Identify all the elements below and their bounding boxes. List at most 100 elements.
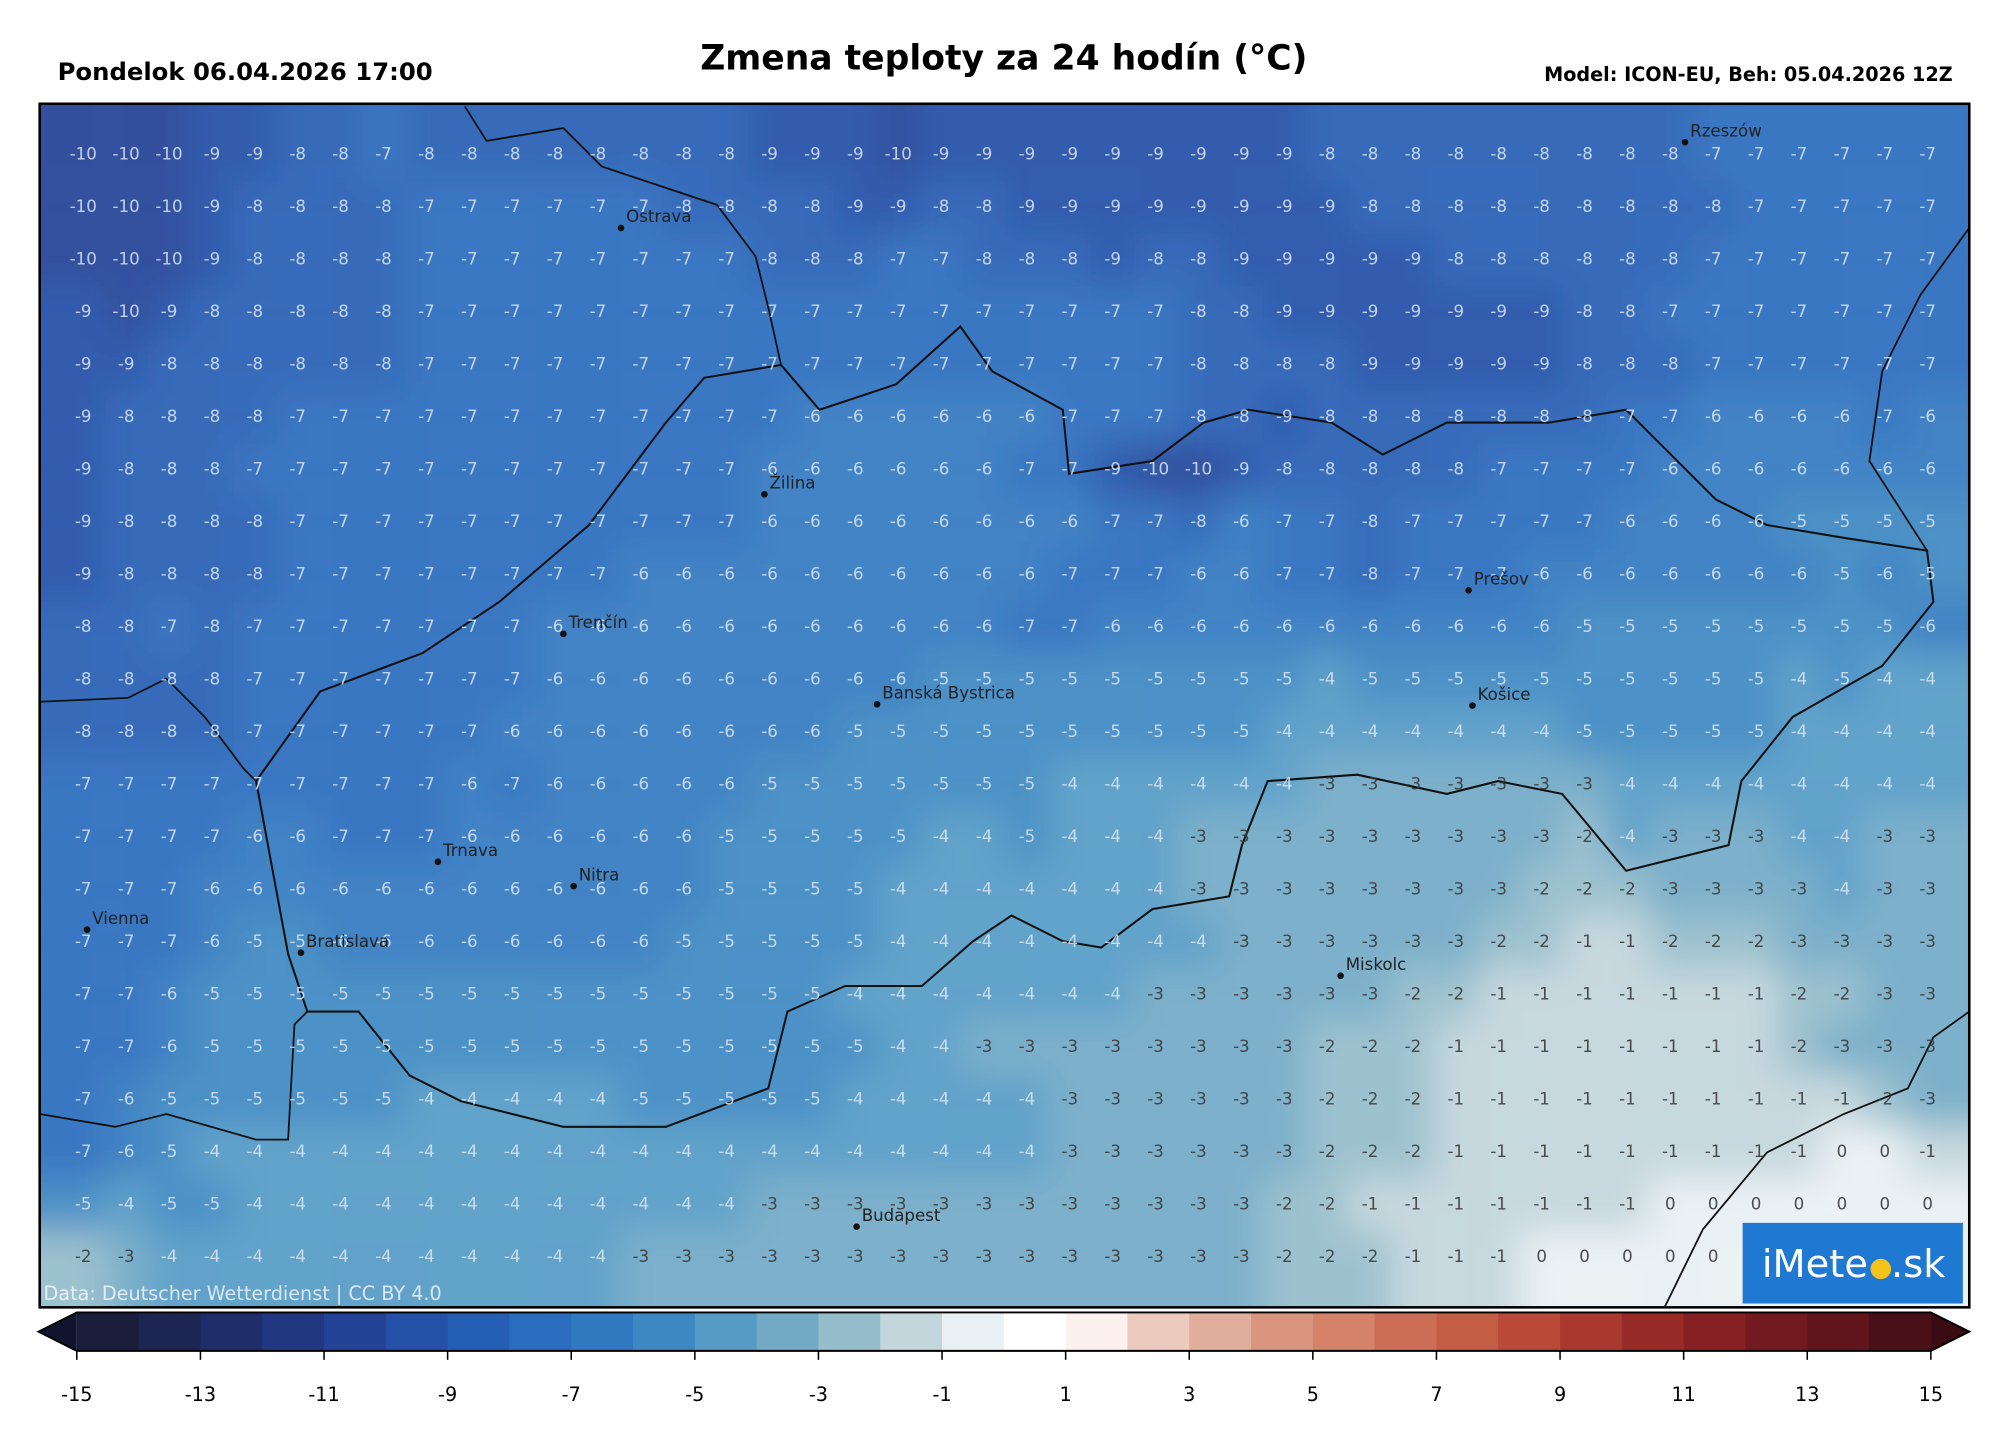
grid-value: -8 bbox=[675, 144, 692, 163]
grid-value: -4 bbox=[1061, 879, 1078, 898]
grid-value: -6 bbox=[718, 722, 735, 741]
field-cell bbox=[1734, 338, 1778, 392]
grid-value: -4 bbox=[1061, 932, 1078, 951]
grid-value: -4 bbox=[375, 1194, 392, 1213]
grid-value: -7 bbox=[332, 512, 349, 531]
grid-value: -7 bbox=[375, 669, 392, 688]
grid-value: -6 bbox=[204, 879, 221, 898]
grid-value: -4 bbox=[890, 1142, 907, 1161]
field-cell bbox=[1605, 391, 1649, 444]
grid-value: -3 bbox=[1276, 1037, 1293, 1056]
grid-value: -7 bbox=[675, 512, 692, 531]
field-cell bbox=[576, 181, 620, 234]
grid-value: -6 bbox=[161, 984, 178, 1003]
grid-value: -5 bbox=[289, 1089, 306, 1108]
grid-value: -3 bbox=[1276, 827, 1293, 846]
field-cell bbox=[1520, 391, 1564, 444]
colorbar-tick-label: -15 bbox=[61, 1383, 92, 1406]
field-cell bbox=[962, 103, 1006, 182]
grid-value: -7 bbox=[1791, 144, 1808, 163]
city-label: Budapest bbox=[862, 1206, 941, 1225]
grid-value: -7 bbox=[289, 774, 306, 793]
field-cell bbox=[962, 443, 1006, 497]
field-cell bbox=[1648, 233, 1692, 287]
colorbar-segment bbox=[262, 1312, 325, 1351]
grid-value: -6 bbox=[1748, 512, 1765, 531]
grid-value: -7 bbox=[1662, 302, 1679, 321]
grid-value: -2 bbox=[1705, 932, 1722, 951]
grid-value: -8 bbox=[1362, 407, 1379, 426]
grid-value: -7 bbox=[590, 354, 607, 373]
grid-value: -7 bbox=[161, 827, 178, 846]
grid-value: -3 bbox=[1319, 984, 1336, 1003]
grid-value: -7 bbox=[1748, 144, 1765, 163]
grid-value: -6 bbox=[1061, 512, 1078, 531]
grid-value: -3 bbox=[1019, 1194, 1036, 1213]
grid-value: -3 bbox=[675, 1247, 692, 1266]
grid-value: -1 bbox=[1533, 984, 1550, 1003]
city-label: Vienna bbox=[92, 909, 149, 928]
grid-value: -7 bbox=[547, 459, 564, 478]
grid-value: -7 bbox=[289, 459, 306, 478]
grid-value: -3 bbox=[1876, 827, 1893, 846]
grid-value: 0 bbox=[1536, 1247, 1547, 1266]
field-cell bbox=[319, 496, 363, 549]
field-cell bbox=[404, 233, 448, 287]
field-cell bbox=[276, 548, 320, 602]
grid-value: -3 bbox=[1319, 827, 1336, 846]
field-cell bbox=[833, 443, 877, 497]
field-cell bbox=[1863, 391, 1907, 444]
field-cell bbox=[705, 233, 749, 287]
grid-value: -7 bbox=[1061, 354, 1078, 373]
grid-value: -8 bbox=[1319, 459, 1336, 478]
grid-value: -4 bbox=[1276, 722, 1293, 741]
grid-value: -6 bbox=[547, 879, 564, 898]
field-cell bbox=[1863, 286, 1907, 339]
grid-value: -5 bbox=[204, 1089, 221, 1108]
grid-value: -10 bbox=[113, 144, 140, 163]
grid-value: -6 bbox=[633, 879, 650, 898]
field-cell bbox=[1048, 391, 1092, 444]
grid-value: -5 bbox=[847, 827, 864, 846]
field-cell bbox=[876, 181, 920, 234]
field-cell bbox=[104, 103, 148, 182]
grid-value: -5 bbox=[675, 1089, 692, 1108]
grid-value: -3 bbox=[1019, 1247, 1036, 1266]
grid-value: -6 bbox=[1705, 459, 1722, 478]
grid-value: -4 bbox=[933, 984, 950, 1003]
city-label: Rzeszów bbox=[1690, 121, 1762, 140]
grid-value: -5 bbox=[804, 774, 821, 793]
field-cell bbox=[1605, 103, 1649, 182]
field-cell bbox=[662, 338, 706, 392]
grid-value: -5 bbox=[1104, 722, 1121, 741]
grid-value: -7 bbox=[718, 354, 735, 373]
grid-value: -9 bbox=[75, 302, 92, 321]
grid-value: -7 bbox=[718, 249, 735, 268]
grid-value: -6 bbox=[375, 879, 392, 898]
field-cell bbox=[362, 496, 405, 549]
grid-value: -7 bbox=[761, 354, 778, 373]
field-cell bbox=[619, 391, 663, 444]
field-cell bbox=[533, 103, 577, 182]
city-dot bbox=[617, 224, 625, 232]
city-label: Trenčín bbox=[568, 613, 628, 632]
field-cell bbox=[1305, 391, 1349, 444]
grid-value: -7 bbox=[418, 354, 435, 373]
grid-value: -3 bbox=[1147, 1194, 1164, 1213]
grid-value: -4 bbox=[718, 1142, 735, 1161]
grid-value: -1 bbox=[1576, 1089, 1593, 1108]
grid-value: -9 bbox=[847, 144, 864, 163]
grid-value: -7 bbox=[418, 774, 435, 793]
field-cell bbox=[1177, 391, 1220, 444]
grid-value: -6 bbox=[633, 827, 650, 846]
grid-value: -5 bbox=[804, 879, 821, 898]
grid-value: -4 bbox=[890, 879, 907, 898]
grid-value: -4 bbox=[1533, 722, 1550, 741]
grid-value: -1 bbox=[1619, 1089, 1636, 1108]
grid-value: -3 bbox=[1147, 1247, 1164, 1266]
field-cell bbox=[705, 548, 749, 602]
grid-value: -6 bbox=[675, 827, 692, 846]
field-cell bbox=[1348, 286, 1392, 339]
field-cell bbox=[104, 181, 148, 234]
grid-value: -7 bbox=[1147, 302, 1164, 321]
